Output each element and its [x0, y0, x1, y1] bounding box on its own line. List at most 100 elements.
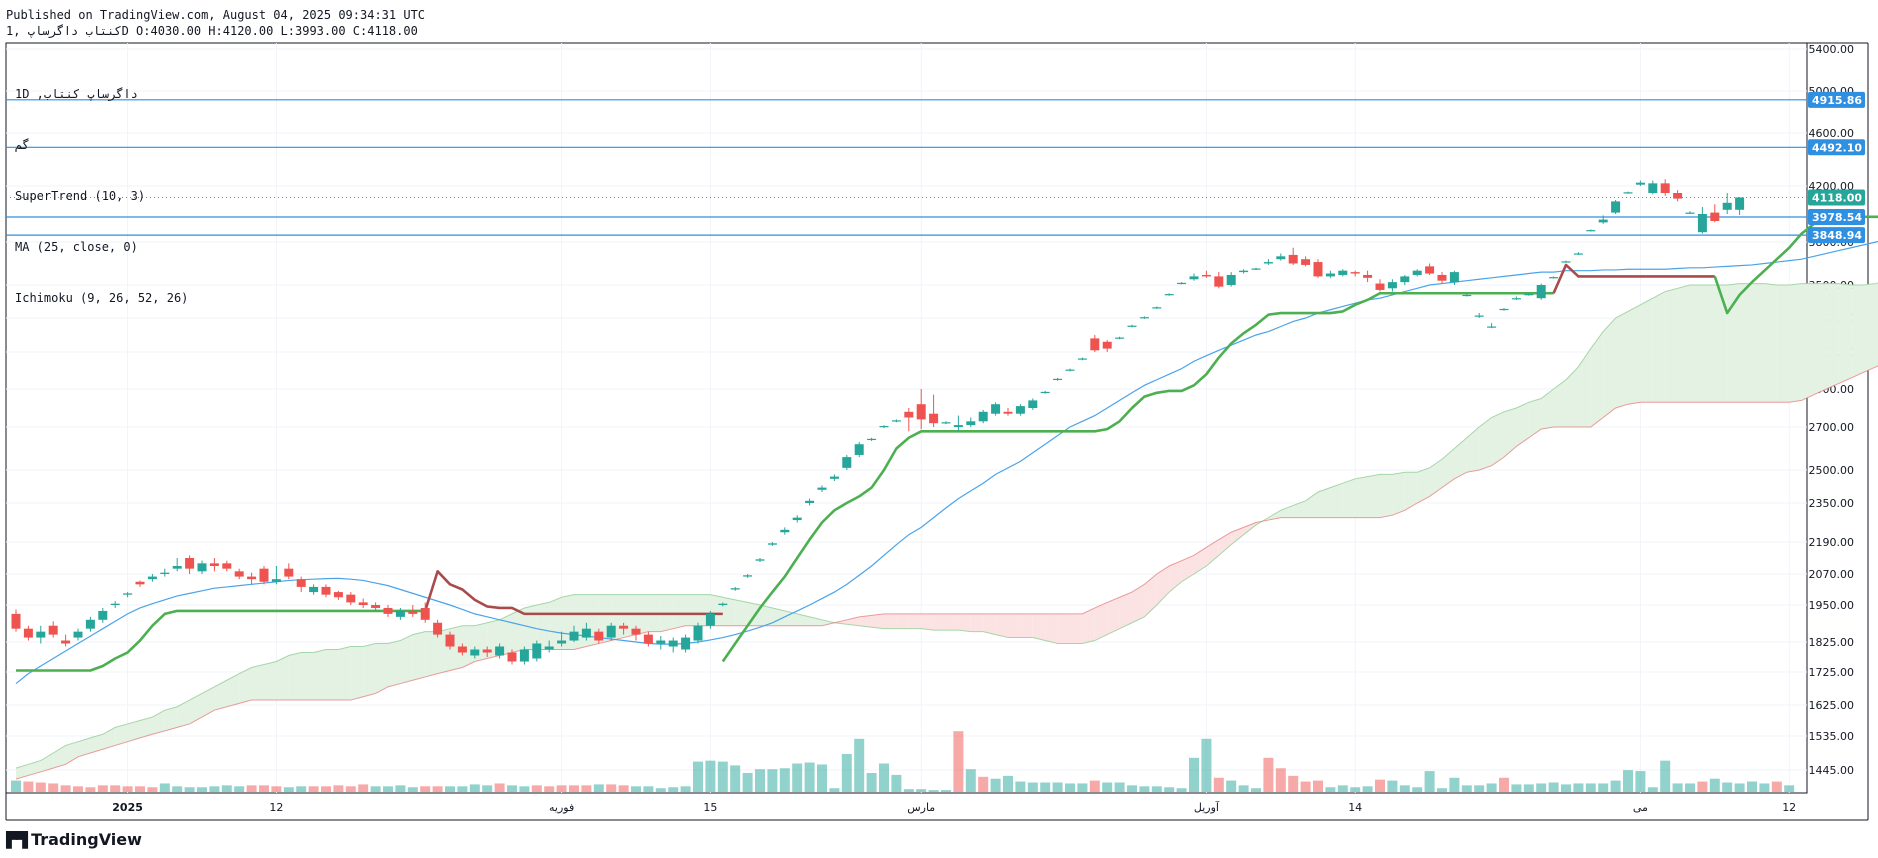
candle-body[interactable]	[457, 646, 467, 653]
price-level-tag[interactable]	[1808, 227, 1865, 244]
candle-body[interactable]	[507, 652, 517, 662]
candle-body[interactable]	[1102, 341, 1112, 349]
candle-body[interactable]	[1524, 294, 1534, 296]
candle-body[interactable]	[557, 640, 567, 644]
candle-body[interactable]	[755, 559, 765, 561]
candle-body[interactable]	[222, 563, 232, 569]
candle-body[interactable]	[1164, 294, 1174, 296]
candle-body[interactable]	[1660, 183, 1670, 193]
candle-body[interactable]	[482, 649, 492, 653]
candle-body[interactable]	[1425, 266, 1435, 274]
candle-body[interactable]	[544, 646, 554, 650]
candle-body[interactable]	[916, 404, 926, 420]
candle-body[interactable]	[991, 404, 1001, 414]
candle-body[interactable]	[1127, 325, 1137, 327]
price-level-tag[interactable]	[1808, 139, 1865, 156]
candle-body[interactable]	[1338, 270, 1348, 275]
candle-body[interactable]	[61, 640, 71, 644]
candle-body[interactable]	[1648, 183, 1658, 193]
candle-body[interactable]	[966, 421, 976, 426]
legend-ichimoku[interactable]: Ichimoku (9, 26, 52, 26)	[15, 291, 189, 305]
price-level-tag[interactable]	[1808, 91, 1865, 108]
candle-body[interactable]	[1387, 282, 1397, 289]
candle-body[interactable]	[978, 411, 988, 422]
candle-body[interactable]	[1189, 276, 1199, 280]
candle-body[interactable]	[879, 426, 889, 428]
candle-body[interactable]	[1139, 317, 1149, 319]
candle-body[interactable]	[767, 543, 777, 545]
candle-body[interactable]	[1437, 274, 1447, 281]
legend-ma[interactable]: MA (25, close, 0)	[15, 240, 138, 254]
candle-body[interactable]	[185, 558, 195, 569]
candle-body[interactable]	[705, 613, 715, 626]
candle-body[interactable]	[569, 631, 579, 641]
candle-body[interactable]	[1077, 358, 1087, 360]
candle-body[interactable]	[1152, 307, 1162, 309]
candle-body[interactable]	[1263, 262, 1273, 264]
candle-body[interactable]	[73, 631, 83, 638]
candle-body[interactable]	[780, 529, 790, 533]
candle-body[interactable]	[1511, 298, 1521, 300]
candle-body[interactable]	[681, 637, 691, 650]
candle-body[interactable]	[1053, 378, 1063, 381]
candle-body[interactable]	[110, 603, 120, 605]
candle-body[interactable]	[135, 581, 145, 585]
candle-body[interactable]	[383, 607, 393, 614]
candle-body[interactable]	[333, 592, 343, 598]
candle-body[interactable]	[829, 476, 839, 479]
candle-body[interactable]	[48, 625, 58, 635]
candle-body[interactable]	[1400, 276, 1410, 283]
candle-body[interactable]	[284, 568, 294, 577]
candle-body[interactable]	[1375, 283, 1385, 290]
candle-body[interactable]	[1487, 326, 1497, 328]
candle-body[interactable]	[730, 588, 740, 590]
candle-body[interactable]	[1462, 294, 1472, 297]
current-price-tag[interactable]	[1808, 189, 1865, 206]
legend-supertrend[interactable]: SuperTrend (10, 3)	[15, 189, 146, 203]
candle-body[interactable]	[408, 610, 418, 614]
candle-body[interactable]	[358, 602, 368, 605]
candle-body[interactable]	[123, 593, 133, 595]
candle-body[interactable]	[1003, 411, 1013, 414]
candle-body[interactable]	[1573, 253, 1583, 255]
candle-body[interactable]	[1549, 277, 1559, 279]
candle-body[interactable]	[11, 613, 21, 629]
candle-body[interactable]	[271, 579, 281, 582]
candle-body[interactable]	[792, 517, 802, 521]
candle-body[interactable]	[1177, 282, 1187, 285]
candle-body[interactable]	[209, 563, 219, 566]
candle-body[interactable]	[643, 634, 653, 644]
candle-body[interactable]	[941, 422, 951, 424]
candle-body[interactable]	[1301, 259, 1311, 265]
candle-body[interactable]	[1276, 256, 1286, 260]
candle-body[interactable]	[867, 438, 877, 441]
candle-body[interactable]	[98, 610, 108, 620]
candle-body[interactable]	[1090, 338, 1100, 351]
candle-body[interactable]	[904, 411, 914, 418]
candle-body[interactable]	[1685, 212, 1695, 214]
candle-body[interactable]	[1313, 262, 1323, 277]
candle-body[interactable]	[606, 625, 616, 638]
candle-body[interactable]	[1015, 406, 1025, 414]
candle-body[interactable]	[36, 631, 46, 638]
candle-body[interactable]	[1623, 192, 1633, 194]
candle-body[interactable]	[433, 622, 443, 635]
candle-body[interactable]	[321, 586, 331, 595]
candle-body[interactable]	[718, 603, 728, 605]
candle-body[interactable]	[619, 625, 629, 629]
candle-body[interactable]	[1363, 274, 1373, 278]
candle-body[interactable]	[470, 649, 480, 656]
candle-body[interactable]	[160, 572, 170, 574]
candle-body[interactable]	[1040, 391, 1050, 394]
candle-body[interactable]	[817, 487, 827, 490]
candle-body[interactable]	[420, 607, 430, 620]
candle-body[interactable]	[1214, 276, 1224, 287]
candle-body[interactable]	[1536, 285, 1546, 299]
candle-body[interactable]	[1735, 197, 1745, 210]
candle-body[interactable]	[1697, 214, 1707, 233]
candle-body[interactable]	[172, 566, 182, 569]
candle-body[interactable]	[1251, 268, 1261, 270]
candle-body[interactable]	[1598, 219, 1608, 223]
candle-body[interactable]	[296, 579, 306, 587]
